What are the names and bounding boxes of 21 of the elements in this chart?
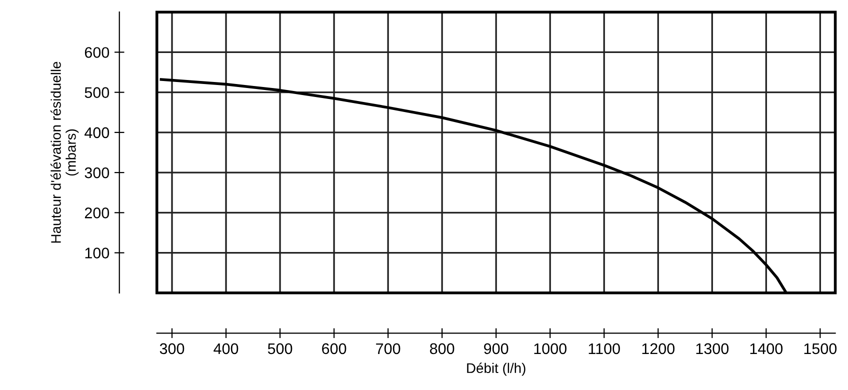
y-tick-label: 100 (85, 248, 110, 258)
x-tick-label: 400 (214, 343, 238, 354)
x-tick-label: 700 (376, 343, 400, 354)
x-tick-label: 1400 (750, 343, 783, 354)
x-tick-label: 1300 (696, 343, 729, 354)
x-tick-label: 500 (268, 343, 292, 354)
y-tick-label: 400 (84, 127, 110, 138)
x-axis-title: Débit (l/h) (467, 362, 526, 376)
x-tick-label: 900 (484, 343, 508, 354)
y-tick-label: 500 (84, 87, 110, 98)
y-axis-title: Hauteur d'élévation résiduelle (mbars) (50, 62, 79, 243)
x-tick-label: 1100 (588, 343, 620, 354)
x-tick-label: 600 (322, 343, 346, 354)
y-tick-label: 600 (84, 47, 110, 58)
y-tick-label: 300 (84, 167, 110, 178)
y-tick-label: 200 (84, 208, 110, 218)
x-tick-label: 800 (430, 343, 454, 354)
x-tick-label: 1500 (804, 343, 837, 354)
x-tick-label: 1200 (642, 343, 675, 354)
x-tick-label: 1000 (534, 343, 566, 354)
x-tick-label: 300 (160, 343, 184, 354)
